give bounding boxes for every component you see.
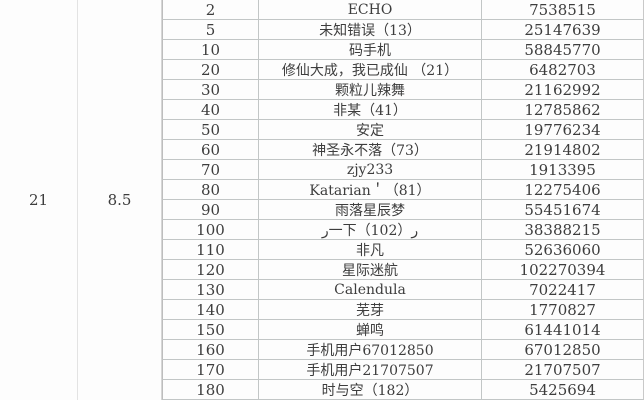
- score-cell[interactable]: 1913395: [482, 160, 644, 180]
- score-cell[interactable]: 38388215: [482, 220, 644, 240]
- rank-cell[interactable]: 30: [162, 80, 259, 100]
- name-cell[interactable]: 颗粒儿辣舞: [259, 80, 482, 100]
- score-cell[interactable]: 61441014: [482, 320, 644, 340]
- rank-cell[interactable]: 40: [162, 100, 259, 120]
- rank-cell[interactable]: 140: [162, 300, 259, 320]
- rank-cell[interactable]: 60: [162, 140, 259, 160]
- table-row: 140 芜芽 1770827: [162, 300, 644, 320]
- table-row: 110 非凡 52636060: [162, 240, 644, 260]
- name-cell[interactable]: zjy233: [259, 160, 482, 180]
- score-cell[interactable]: 1770827: [482, 300, 644, 320]
- table-row: 90 雨落星辰梦 55451674: [162, 200, 644, 220]
- score-cell[interactable]: 7538515: [482, 0, 644, 20]
- score-cell[interactable]: 21162992: [482, 80, 644, 100]
- table-row: 60 神圣永不落（73） 21914802: [162, 140, 644, 160]
- name-cell[interactable]: 雨落星辰梦: [259, 200, 482, 220]
- name-cell[interactable]: 星际迷航: [259, 260, 482, 280]
- rank-cell[interactable]: 150: [162, 320, 259, 340]
- table-row: 120 星际迷航 102270394: [162, 260, 644, 280]
- name-cell[interactable]: 未知错误（13）: [259, 20, 482, 40]
- name-cell[interactable]: 安定: [259, 120, 482, 140]
- table-row: 50 安定 19776234: [162, 120, 644, 140]
- merged-cell-left-1[interactable]: 21: [0, 0, 78, 400]
- rank-cell[interactable]: 2: [162, 0, 259, 20]
- name-cell[interactable]: 非凡: [259, 240, 482, 260]
- name-cell[interactable]: 时与空（182）: [259, 380, 482, 400]
- table-row: 180 时与空（182） 5425694: [162, 380, 644, 400]
- score-cell[interactable]: 58845770: [482, 40, 644, 60]
- table-row: 10 码手机 58845770: [162, 40, 644, 60]
- name-cell[interactable]: Calendula: [259, 280, 482, 300]
- rank-cell[interactable]: 130: [162, 280, 259, 300]
- score-cell[interactable]: 102270394: [482, 260, 644, 280]
- table-row: 130 Calendula 7022417: [162, 280, 644, 300]
- rank-cell[interactable]: 70: [162, 160, 259, 180]
- rank-cell[interactable]: 90: [162, 200, 259, 220]
- table-row: 40 非某（41） 12785862: [162, 100, 644, 120]
- merged-cell-left-2[interactable]: 8.5: [78, 0, 162, 400]
- score-cell[interactable]: 6482703: [482, 60, 644, 80]
- name-cell[interactable]: 蝉鸣: [259, 320, 482, 340]
- score-cell[interactable]: 52636060: [482, 240, 644, 260]
- merged-cell-left-2-value: 8.5: [107, 191, 132, 209]
- score-cell[interactable]: 12785862: [482, 100, 644, 120]
- rank-cell[interactable]: 160: [162, 340, 259, 360]
- rank-cell[interactable]: 50: [162, 120, 259, 140]
- rank-cell[interactable]: 110: [162, 240, 259, 260]
- ranking-table: 2 ECHO 7538515 5 未知错误（13） 25147639 10 码手机 588457…: [162, 0, 644, 400]
- rank-cell[interactable]: 5: [162, 20, 259, 40]
- table-row: 5 未知错误（13） 25147639: [162, 20, 644, 40]
- table-row: 20 修仙大成，我已成仙 （21） 6482703: [162, 60, 644, 80]
- table-row: 30 颗粒儿辣舞 21162992: [162, 80, 644, 100]
- rank-cell[interactable]: 170: [162, 360, 259, 380]
- rank-cell[interactable]: 20: [162, 60, 259, 80]
- rank-cell[interactable]: 10: [162, 40, 259, 60]
- name-cell[interactable]: ر一下ر（102）: [259, 220, 482, 240]
- rank-cell[interactable]: 180: [162, 380, 259, 400]
- merged-cell-left-1-value: 21: [28, 191, 49, 209]
- name-cell[interactable]: 手机用户21707507: [259, 360, 482, 380]
- rank-cell[interactable]: 120: [162, 260, 259, 280]
- name-cell[interactable]: 神圣永不落（73）: [259, 140, 482, 160]
- name-cell[interactable]: 芜芽: [259, 300, 482, 320]
- name-cell[interactable]: 非某（41）: [259, 100, 482, 120]
- name-cell[interactable]: Katarian＇（81）: [259, 180, 482, 200]
- score-cell[interactable]: 67012850: [482, 340, 644, 360]
- table-row: 170 手机用户21707507 21707507: [162, 360, 644, 380]
- rank-cell[interactable]: 80: [162, 180, 259, 200]
- score-cell[interactable]: 21707507: [482, 360, 644, 380]
- score-cell[interactable]: 5425694: [482, 380, 644, 400]
- score-cell[interactable]: 25147639: [482, 20, 644, 40]
- name-cell[interactable]: ECHO: [259, 0, 482, 20]
- name-cell[interactable]: 修仙大成，我已成仙 （21）: [259, 60, 482, 80]
- name-cell[interactable]: 码手机: [259, 40, 482, 60]
- table-row: 70 zjy233 1913395: [162, 160, 644, 180]
- score-cell[interactable]: 7022417: [482, 280, 644, 300]
- score-cell[interactable]: 12275406: [482, 180, 644, 200]
- score-cell[interactable]: 55451674: [482, 200, 644, 220]
- table-row: 160 手机用户67012850 67012850: [162, 340, 644, 360]
- score-cell[interactable]: 21914802: [482, 140, 644, 160]
- table-row: 2 ECHO 7538515: [162, 0, 644, 20]
- score-cell[interactable]: 19776234: [482, 120, 644, 140]
- table-row: 100 ر一下ر（102） 38388215: [162, 220, 644, 240]
- rank-cell[interactable]: 100: [162, 220, 259, 240]
- name-cell[interactable]: 手机用户67012850: [259, 340, 482, 360]
- table-row: 80 Katarian＇（81） 12275406: [162, 180, 644, 200]
- table-row: 150 蝉鸣 61441014: [162, 320, 644, 340]
